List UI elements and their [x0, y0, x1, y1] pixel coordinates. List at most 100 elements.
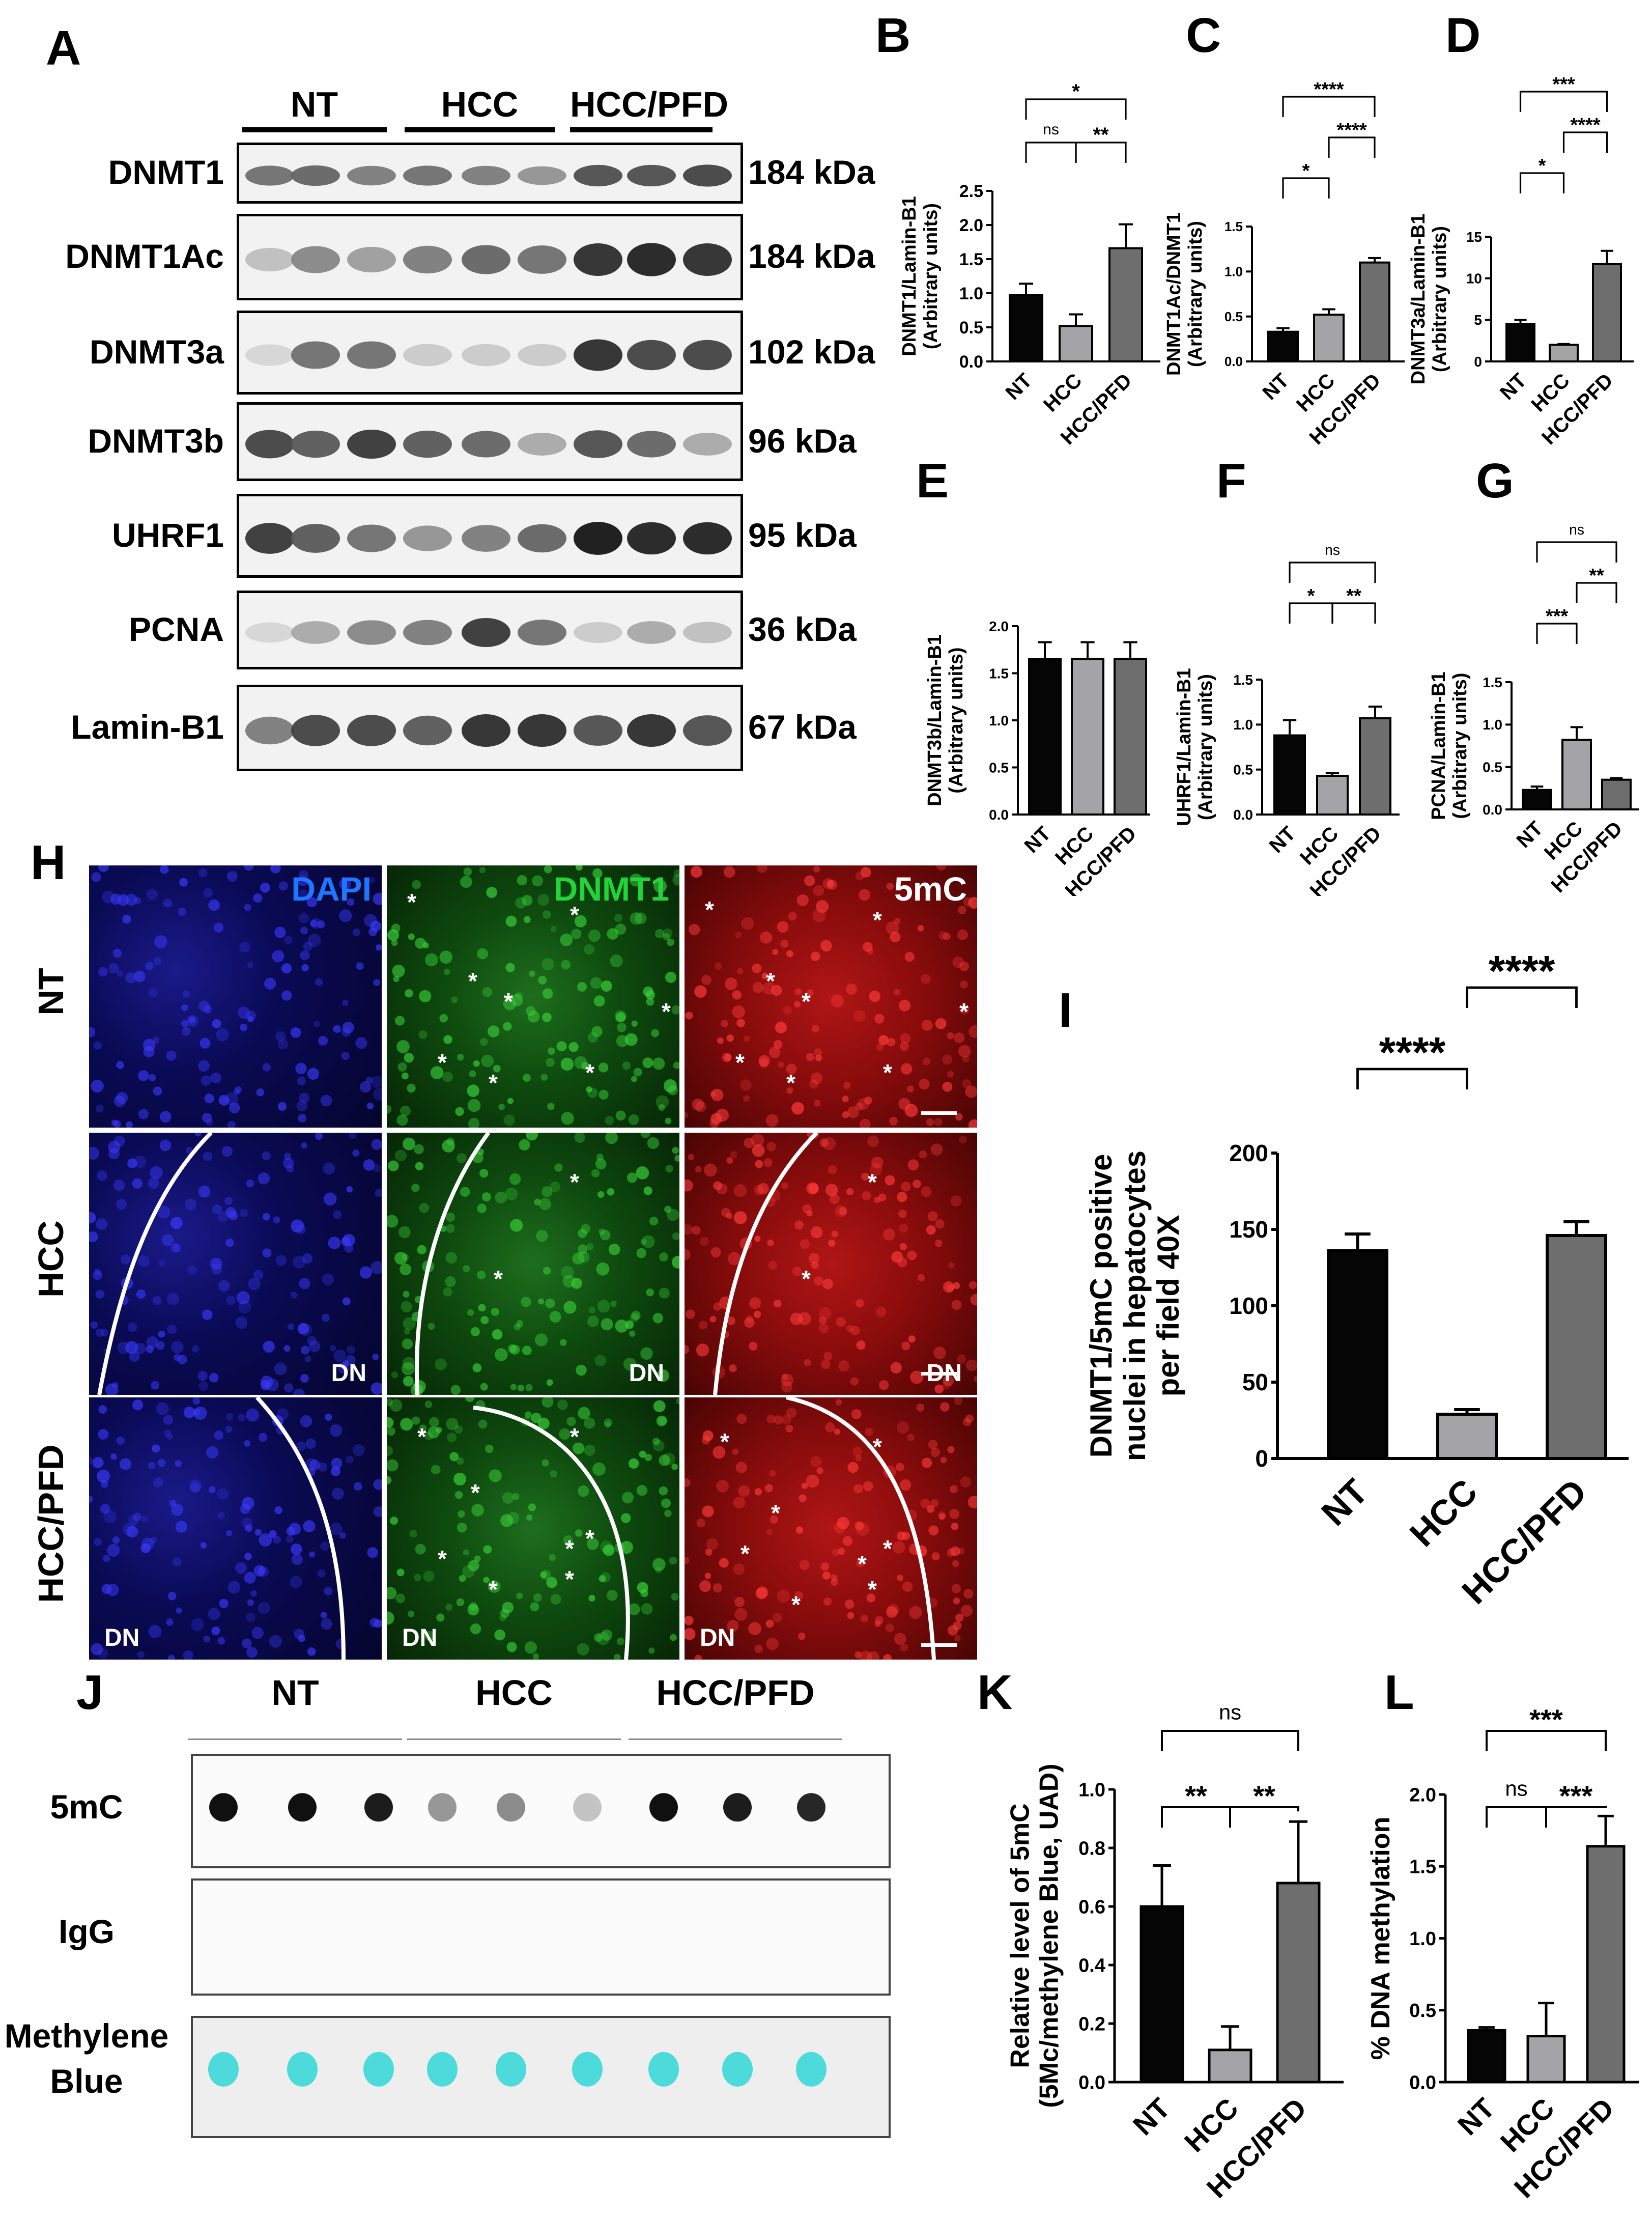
nucleus [183, 1407, 195, 1418]
nucleus [210, 1072, 221, 1084]
nucleus [400, 1264, 412, 1276]
nucleus [442, 1139, 455, 1153]
nucleus [549, 1554, 556, 1561]
nucleus [696, 1343, 709, 1357]
nucleus [191, 1345, 200, 1353]
nucleus [786, 1087, 793, 1094]
y-tick-label: 100 [1229, 1293, 1268, 1319]
asterisk-marker: * [417, 1423, 426, 1450]
nucleus [608, 1243, 620, 1255]
nucleus [899, 1243, 907, 1250]
nucleus [815, 1054, 822, 1061]
nucleus [715, 962, 722, 970]
nucleus [550, 1594, 561, 1605]
nucleus [622, 1061, 631, 1070]
nucleus [926, 1225, 936, 1235]
nucleus [463, 1265, 470, 1273]
nucleus [446, 1224, 455, 1233]
nucleus [727, 1252, 741, 1266]
panel-label-f: F [1216, 454, 1246, 508]
nucleus [507, 1098, 514, 1104]
nucleus [264, 977, 276, 990]
nucleus [396, 1568, 405, 1577]
nucleus [853, 1484, 863, 1494]
nucleus [244, 1440, 251, 1447]
nucleus [213, 922, 224, 933]
nucleus [423, 1570, 435, 1582]
nucleus [588, 1594, 595, 1602]
dot [797, 1793, 825, 1822]
methylene-blue-dot [287, 2052, 318, 2087]
nucleus [278, 881, 288, 891]
nucleus [493, 1064, 501, 1073]
nucleus [247, 962, 253, 968]
nucleus [235, 1562, 247, 1574]
nucleus [916, 1404, 925, 1412]
asterisk-marker: * [585, 1525, 594, 1552]
nucleus [181, 1020, 189, 1027]
nucleus [181, 1027, 191, 1036]
nucleus [517, 875, 527, 886]
asterisk-marker: * [570, 1423, 579, 1450]
nucleus [766, 1142, 776, 1152]
nucleus [887, 1037, 896, 1047]
nucleus [850, 1377, 859, 1386]
nucleus [951, 1584, 961, 1593]
nucleus [734, 1608, 748, 1621]
nucleus [875, 1306, 887, 1317]
nucleus [403, 1137, 416, 1151]
bar [1316, 775, 1349, 816]
nucleus [238, 1414, 245, 1421]
nucleus [403, 1291, 410, 1298]
nucleus [726, 1157, 733, 1164]
nucleus [614, 913, 623, 922]
nucleus [394, 1252, 408, 1265]
nucleus [847, 1106, 859, 1118]
nucleus [636, 1248, 646, 1258]
nucleus [878, 1035, 889, 1046]
nucleus [621, 1492, 634, 1504]
nucleus [176, 1607, 182, 1614]
nucleus [752, 1144, 765, 1157]
nucleus [389, 1399, 403, 1412]
nucleus [507, 1344, 517, 1353]
nucleus [301, 1142, 308, 1149]
nucleus [402, 1338, 413, 1350]
nucleus [788, 912, 797, 921]
nucleus [533, 1593, 542, 1602]
significance-bracket [1356, 1068, 1468, 1089]
lesion-boundary [97, 1133, 213, 1395]
nucleus [472, 1363, 482, 1372]
y-tick-label: 1.0 [959, 284, 983, 303]
nucleus [342, 1297, 351, 1306]
nucleus [794, 1591, 803, 1601]
nucleus [403, 1317, 416, 1330]
nucleus [584, 1417, 595, 1429]
blot-band [518, 166, 566, 185]
blot-band [347, 165, 396, 186]
nucleus [649, 1216, 659, 1226]
nucleus [730, 1151, 737, 1158]
nuclei-texture [89, 865, 382, 1128]
nucleus [542, 1459, 549, 1467]
nucleus [445, 1604, 453, 1611]
nucleus [228, 1211, 238, 1221]
nucleus [258, 1172, 270, 1185]
nucleus [796, 894, 809, 906]
nucleus [842, 1536, 852, 1546]
nucleus [272, 950, 284, 963]
significance-label: ** [1589, 565, 1604, 586]
nucleus [172, 1557, 182, 1567]
nucleus [828, 1239, 836, 1247]
y-tick-label: 1.0 [1233, 717, 1253, 733]
y-tick-label: 1.5 [989, 665, 1009, 681]
nucleus [305, 1458, 317, 1470]
blot-bands [245, 339, 732, 371]
nucleus [152, 1296, 162, 1305]
nucleus [333, 1025, 341, 1033]
nucleus [735, 1462, 747, 1473]
y-axis-label: UHRF1/Lamin-B1(Arbitrary units) [1174, 668, 1216, 826]
category-label: NT [1127, 2092, 1176, 2141]
nucleus [719, 1558, 729, 1568]
nucleus [818, 1316, 827, 1325]
